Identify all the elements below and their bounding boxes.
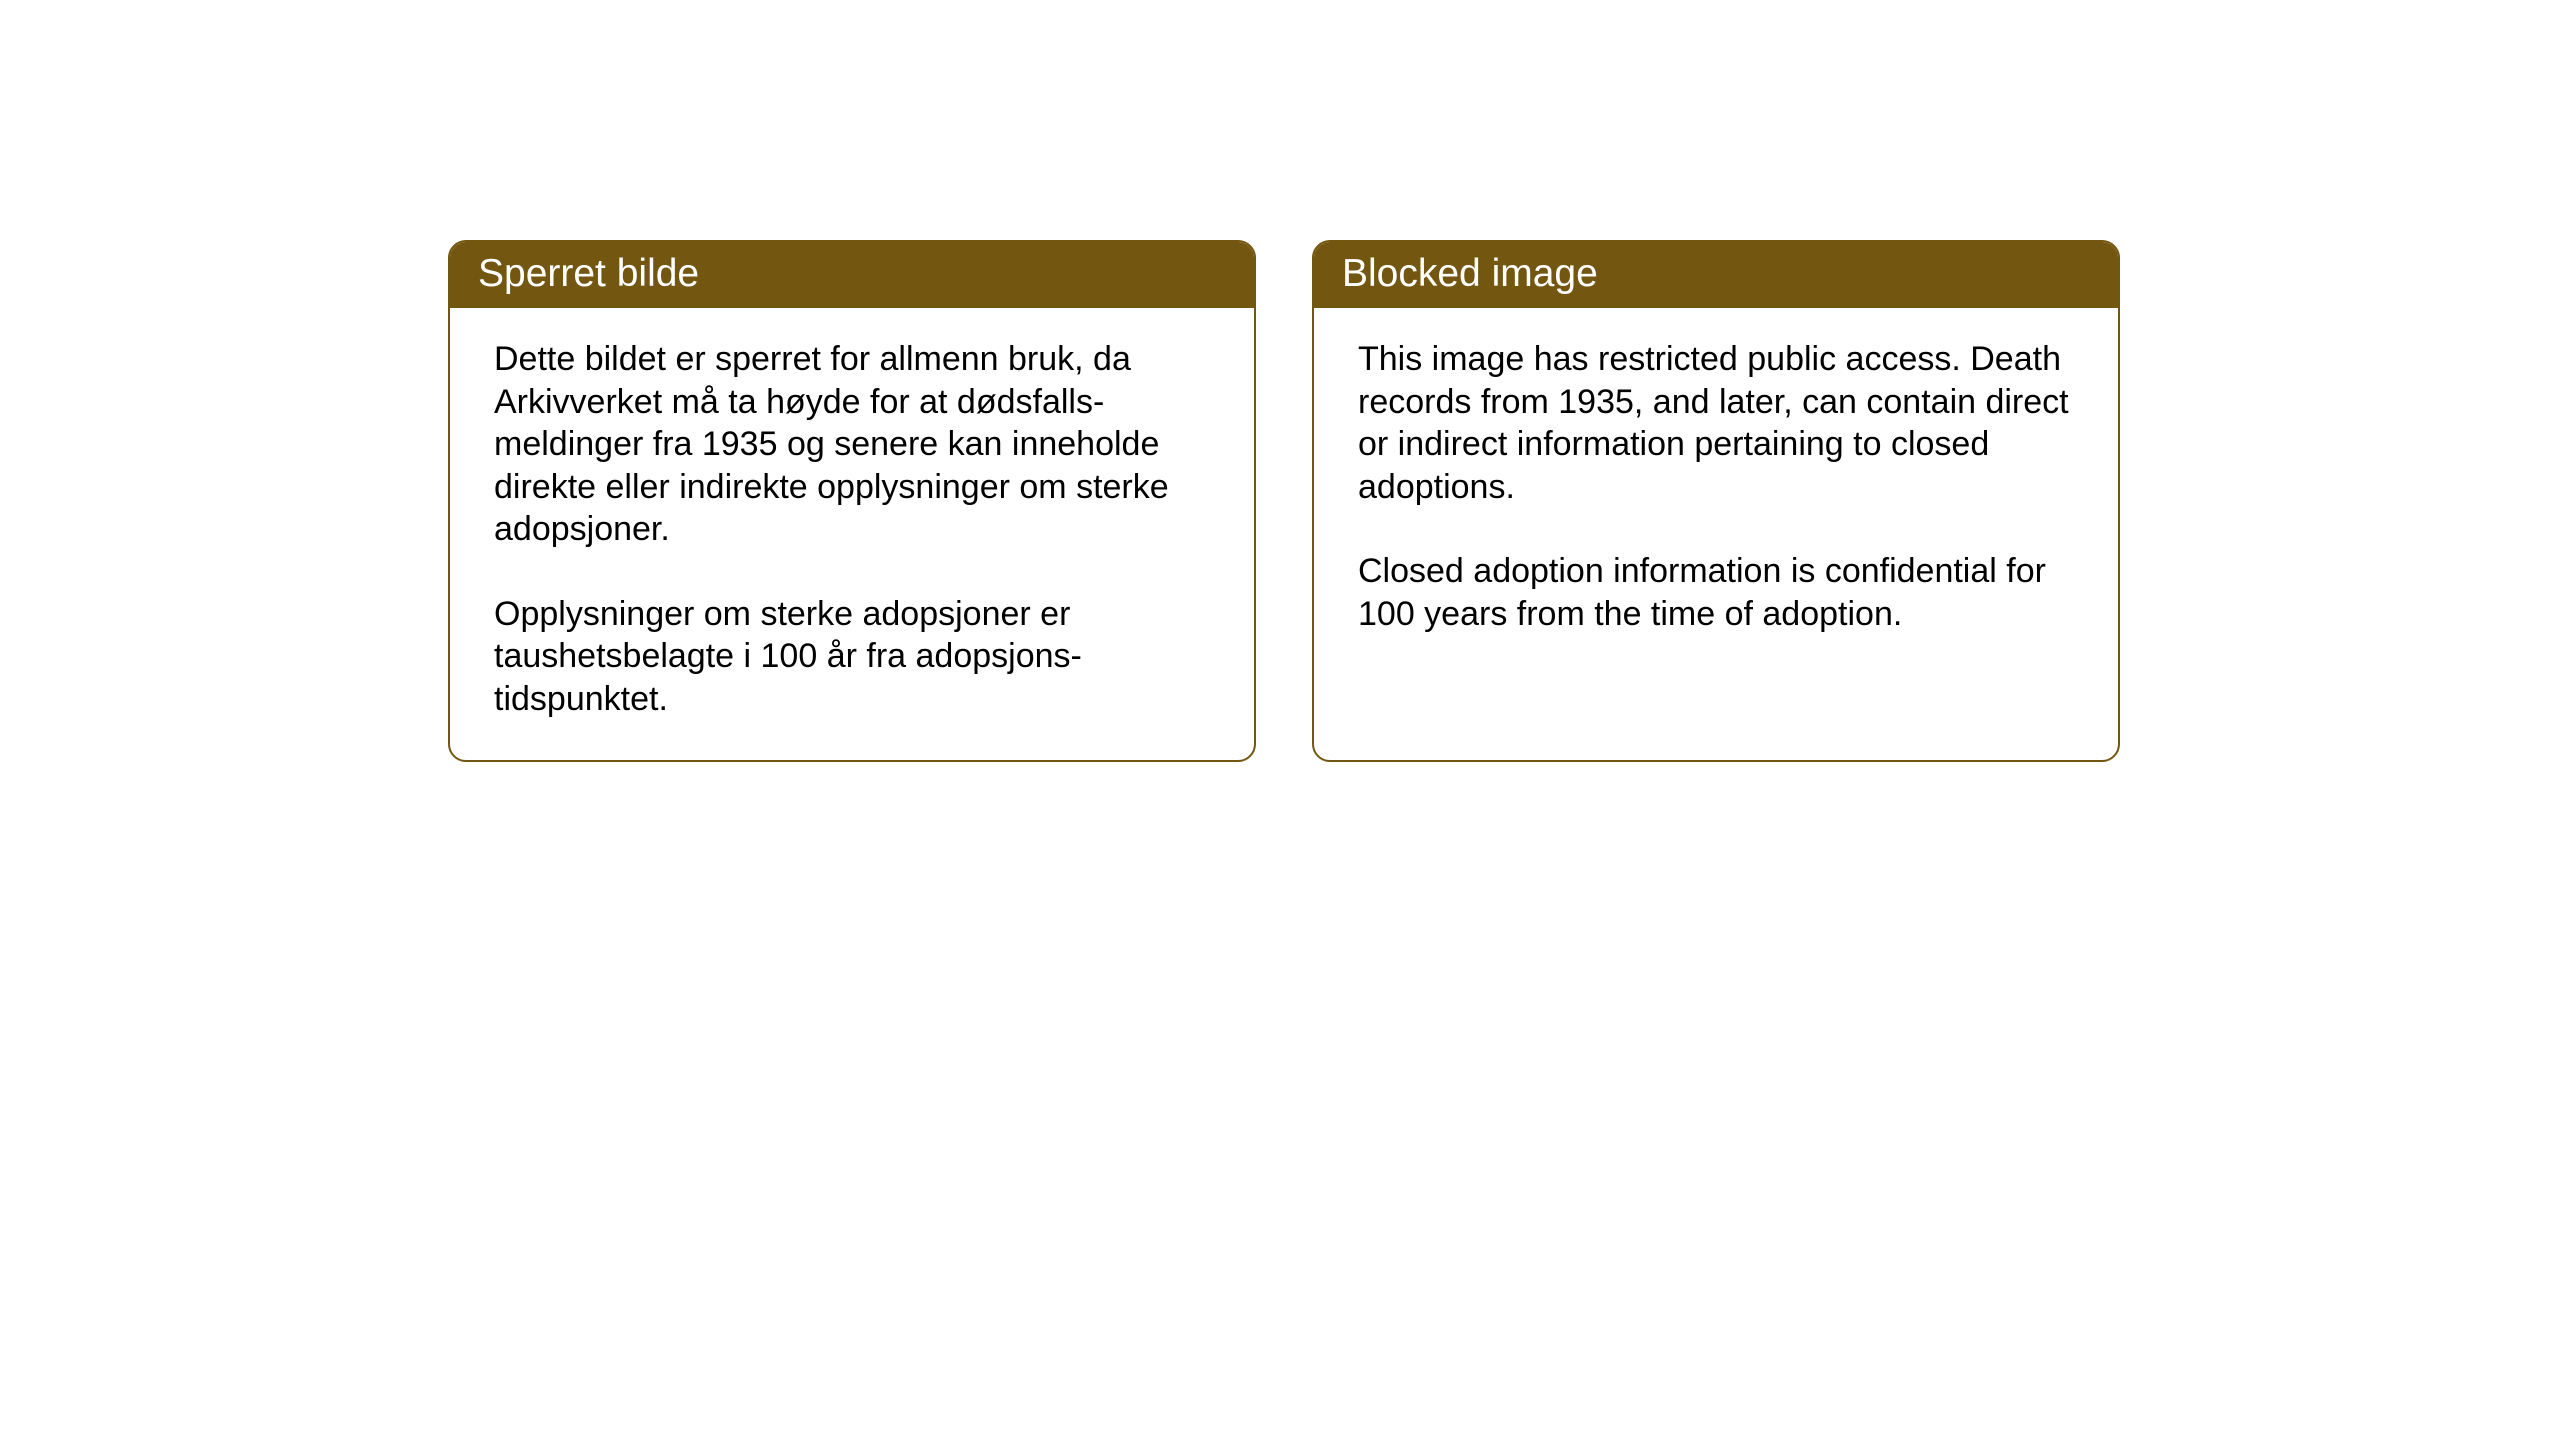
card-paragraph-1-english: This image has restricted public access.… [1358,338,2074,508]
card-header-english: Blocked image [1314,242,2118,308]
card-english: Blocked image This image has restricted … [1312,240,2120,762]
card-paragraph-2-english: Closed adoption information is confident… [1358,550,2074,635]
card-paragraph-1-norwegian: Dette bildet er sperret for allmenn bruk… [494,338,1210,551]
card-norwegian: Sperret bilde Dette bildet er sperret fo… [448,240,1256,762]
card-body-english: This image has restricted public access.… [1314,308,2118,750]
card-paragraph-2-norwegian: Opplysninger om sterke adopsjoner er tau… [494,593,1210,721]
card-body-norwegian: Dette bildet er sperret for allmenn bruk… [450,308,1254,760]
cards-container: Sperret bilde Dette bildet er sperret fo… [448,240,2120,762]
card-header-norwegian: Sperret bilde [450,242,1254,308]
